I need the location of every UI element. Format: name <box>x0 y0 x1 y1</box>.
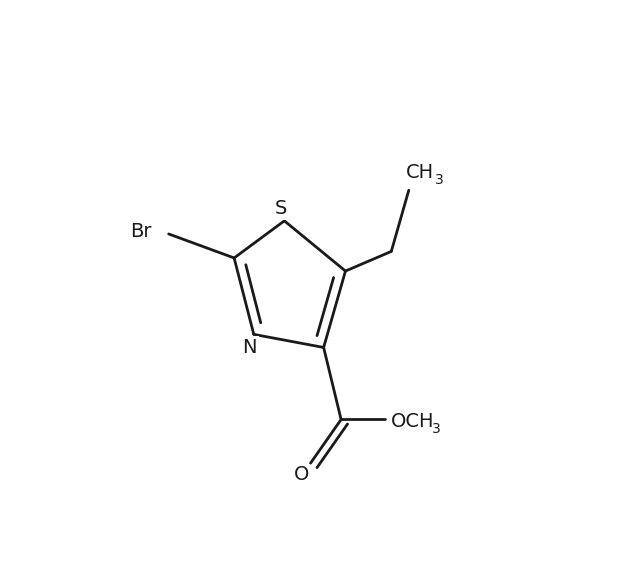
Text: Br: Br <box>130 222 151 242</box>
Text: 3: 3 <box>435 174 444 187</box>
Text: OCH: OCH <box>391 412 435 431</box>
Text: S: S <box>275 199 287 218</box>
Text: CH: CH <box>406 163 434 183</box>
Text: N: N <box>242 338 257 357</box>
Text: 3: 3 <box>432 422 441 436</box>
Text: O: O <box>294 466 310 484</box>
